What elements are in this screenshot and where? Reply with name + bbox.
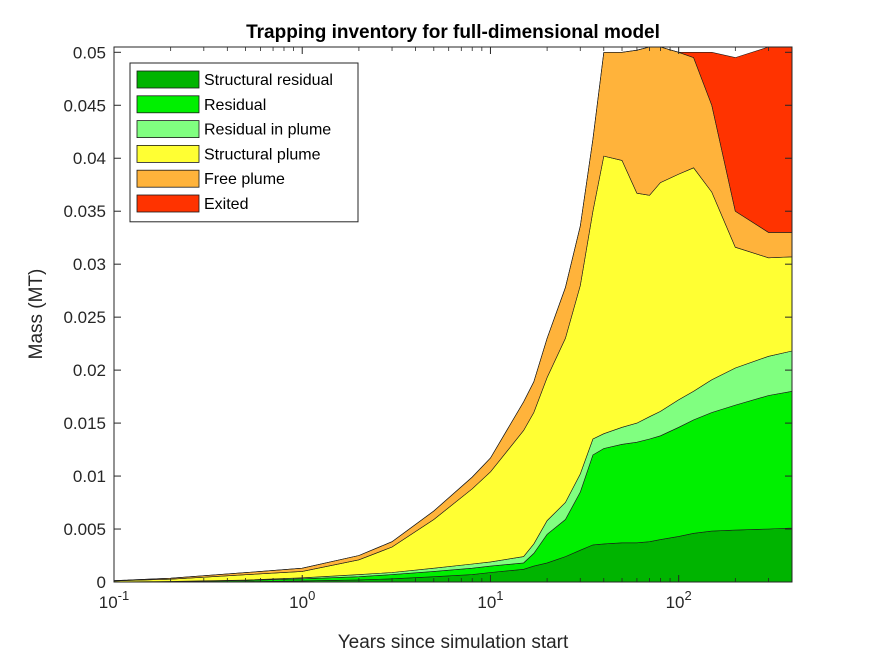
legend-label-free-plume: Free plume — [204, 171, 285, 188]
x-tick-label: 10-1 — [99, 588, 129, 612]
x-axis: 10-1 100 101 102 — [99, 47, 793, 612]
area-exited — [114, 47, 792, 581]
y-tick-label: 0.045 — [63, 96, 106, 115]
plot-frame — [113, 46, 793, 583]
legend-label-structural-plume: Structural plume — [204, 146, 321, 163]
legend-label-residual-in-plume: Residual in plume — [204, 122, 331, 139]
legend: Structural residual Residual Residual in p… — [129, 62, 359, 223]
y-tick-label: 0.05 — [73, 43, 106, 62]
chart-title: Trapping inventory for full-dimensional … — [246, 22, 660, 43]
legend-swatch-residual-in-plume — [136, 120, 200, 138]
y-tick-label: 0.025 — [63, 308, 106, 327]
legend-swatch-free-plume — [136, 169, 200, 188]
legend-label-structural-residual: Structural residual — [204, 72, 333, 89]
y-tick-label: 0.035 — [63, 202, 106, 221]
legend-swatch-structural-residual — [136, 70, 200, 89]
area-layers — [114, 47, 792, 582]
y-tick-label: 0.02 — [73, 361, 106, 380]
y-tick-label: 0.04 — [73, 149, 106, 168]
legend-swatch-exited — [136, 194, 200, 213]
x-axis-label: Years since simulation start — [338, 632, 569, 653]
y-tick-label: 0.01 — [73, 467, 106, 486]
legend-swatch-residual — [136, 95, 200, 114]
x-tick-label: 101 — [477, 588, 503, 612]
legend-swatch-structural-plume — [136, 144, 200, 163]
legend-label-exited: Exited — [204, 196, 248, 213]
x-tick-label: 102 — [666, 588, 692, 612]
y-axis: 0 0.005 0.01 0.015 0.02 0.025 0.03 0.035 0.04 0.0… — [63, 43, 792, 592]
y-tick-label: 0.015 — [63, 414, 106, 433]
y-axis-label: Mass (MT) — [26, 269, 47, 360]
legend-label-residual: Residual — [204, 97, 266, 114]
y-tick-label: 0.005 — [63, 520, 106, 539]
x-tick-label: 100 — [289, 588, 315, 612]
y-tick-label: 0 — [97, 573, 106, 592]
y-tick-label: 0.03 — [73, 255, 106, 274]
